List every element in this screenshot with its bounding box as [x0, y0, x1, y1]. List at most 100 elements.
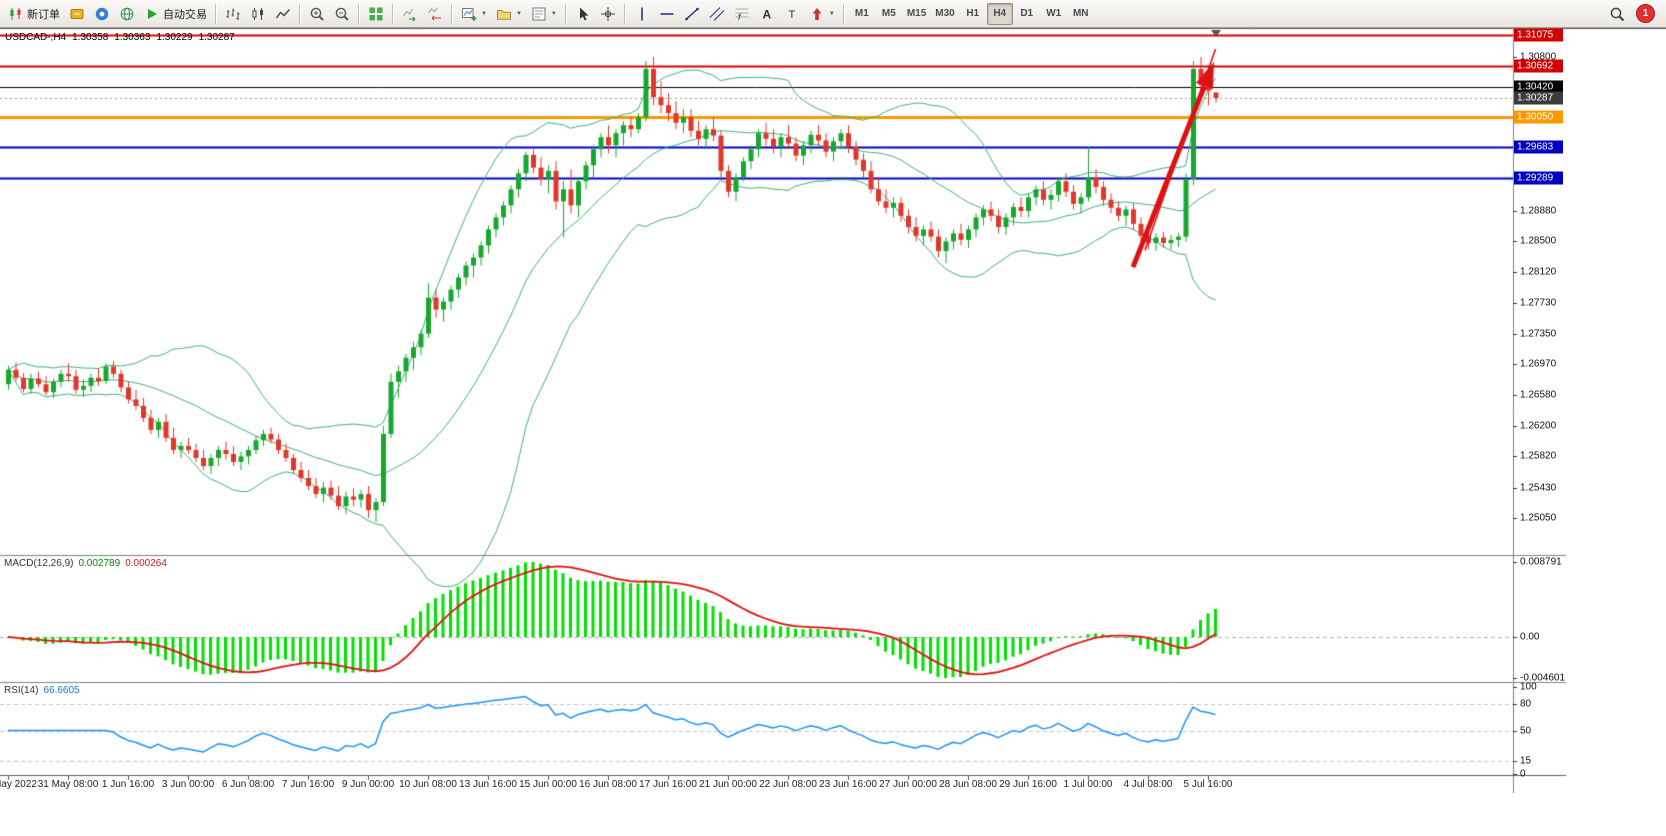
panel-separator-macd[interactable]	[0, 553, 1566, 558]
arrows-icon	[809, 6, 825, 22]
svg-text:T: T	[788, 9, 795, 21]
new-order-icon	[8, 6, 24, 22]
price-tick-label: 1.25050	[1520, 512, 1557, 524]
toolbar-button-new-chart[interactable]: ▼	[457, 3, 491, 25]
crosshair-icon	[600, 6, 616, 22]
toolbar-button-new-order[interactable]: 新订单	[4, 3, 64, 25]
toolbar-button-auto-scroll[interactable]	[398, 3, 422, 25]
toolbar-button-zoom-out[interactable]	[330, 3, 354, 25]
toolbar-button-trendline[interactable]	[680, 3, 704, 25]
time-tick-label: 15 Jun 00:00	[519, 779, 577, 790]
toolbar-button-market[interactable]	[65, 3, 89, 25]
panel-separator-rsi[interactable]	[0, 680, 1566, 685]
toolbar-button-zoom-in[interactable]	[305, 3, 329, 25]
price-tick-label: 1.26580	[1520, 389, 1557, 401]
fibo-icon: f	[734, 6, 750, 22]
toolbar-button-website[interactable]	[115, 3, 139, 25]
templates-icon	[531, 6, 547, 22]
toolbar-button-equidistant-channel[interactable]	[705, 3, 729, 25]
time-tick-label: 23 Jun 16:00	[819, 779, 877, 790]
macd-signal-value: 0.000264	[125, 558, 167, 569]
time-tick-label: 21 Jun 00:00	[699, 779, 757, 790]
toolbar-button-fibonacci-retracement[interactable]: f	[730, 3, 754, 25]
toolbar-button-timeframe-M5[interactable]: M5	[881, 8, 896, 19]
tile-icon	[368, 6, 384, 22]
notification-badge[interactable]: 1	[1636, 4, 1655, 23]
toolbar-button-timeframe-D1[interactable]: D1	[1020, 8, 1034, 19]
time-tick-label: 17 Jun 16:00	[639, 779, 697, 790]
cursor-icon	[575, 6, 591, 22]
time-tick-label: 6 Jun 08:00	[221, 779, 275, 790]
toolbar-button-text-label[interactable]: T	[780, 3, 804, 25]
price-line-tag: 1.30692	[1514, 59, 1563, 73]
toolbar-button-candle-chart-mode[interactable]	[246, 3, 270, 25]
toolbar-button-text[interactable]: A	[755, 3, 779, 25]
toolbar-button-line-chart-mode[interactable]	[271, 3, 295, 25]
toolbar-button-community[interactable]	[90, 3, 114, 25]
dropdown-arrow-icon: ▼	[828, 10, 835, 17]
toolbar-button-templates[interactable]: ▼	[527, 3, 561, 25]
toolbar-button-bar-chart-mode[interactable]	[221, 3, 245, 25]
price-tick-label: 1.27730	[1520, 297, 1557, 309]
profiles-icon	[496, 6, 512, 22]
price-axis[interactable]: 1.30800 1.28880 1.28500 1.28120 1.27730 1.273…	[1513, 28, 1663, 788]
community-icon	[94, 6, 110, 22]
toolbar-button-cursor[interactable]	[571, 3, 595, 25]
toolbar-button-arrows[interactable]: ▼	[805, 3, 839, 25]
macd-name: MACD(12,26,9)	[4, 558, 74, 569]
toolbar-button-profiles[interactable]: ▼	[492, 3, 526, 25]
toolbar-separator	[299, 3, 301, 24]
toolbar-separator	[623, 3, 626, 24]
toolbar-button-crosshair[interactable]	[596, 3, 620, 25]
toolbar-button-tile-windows[interactable]	[364, 3, 388, 25]
time-tick-label: 13 Jun 16:00	[459, 779, 517, 790]
time-tick-label: 1 Jun 16:00	[101, 779, 155, 790]
text-icon: A	[759, 6, 775, 22]
toolbar-right: 1	[1605, 3, 1662, 25]
candles-icon	[250, 6, 266, 22]
bid-price-tag: 1.30287	[1514, 91, 1563, 105]
macd-main-value: 0.002789	[78, 558, 121, 569]
linechart-icon	[275, 6, 291, 22]
bars-icon	[225, 6, 241, 22]
time-tick-label: 5 Jul 16:00	[1183, 779, 1233, 790]
label-icon: T	[784, 6, 800, 22]
toolbar-separator	[215, 3, 217, 24]
toolbar-button-vertical-line[interactable]	[630, 3, 654, 25]
rsi-scale-label: 100	[1520, 681, 1537, 693]
time-tick-label: 4 Jul 08:00	[1123, 779, 1173, 790]
time-tick-label: 10 Jun 08:00	[399, 779, 457, 790]
toolbar-button-label: 新订单	[27, 8, 60, 21]
macd-indicator-label: MACD(12,26,9) 0.002789 0.000264	[4, 558, 172, 569]
toolbar-button-timeframe-H4[interactable]: H4	[986, 2, 1013, 25]
time-tick-label: 27 Jun 00:00	[879, 779, 937, 790]
toolbar-button-timeframe-MN[interactable]: MN	[1072, 8, 1089, 19]
macd-scale-label: 0.00	[1520, 631, 1540, 643]
price-tick-label: 1.25820	[1520, 450, 1557, 462]
toolbar-button-timeframe-M1[interactable]: M1	[854, 8, 869, 19]
toolbar-button-timeframe-H1[interactable]: H1	[966, 8, 980, 19]
toolbar-button-group: 新订单 自动交易 ▼ ▼ ▼ f A T ▼ M1 M5 M15 M30 H1 H4 D1 W1 MN	[4, 2, 1094, 25]
toolbar-button-auto-trading[interactable]: 自动交易	[140, 3, 211, 25]
rsi-scale-label: 15	[1520, 755, 1532, 767]
rsi-name: RSI(14)	[4, 685, 39, 696]
rsi-indicator-label: RSI(14) 66.6605	[4, 685, 85, 696]
time-tick-label: 7 Jun 16:00	[281, 779, 335, 790]
rsi-scale-label: 0	[1520, 768, 1526, 780]
toolbar-button-chart-shift[interactable]	[423, 3, 447, 25]
zoom-in-icon	[309, 6, 325, 22]
toolbar-button-horizontal-line[interactable]	[655, 3, 679, 25]
svg-text:A: A	[762, 7, 771, 21]
toolbar-button-timeframe-W1[interactable]: W1	[1046, 8, 1062, 19]
toolbar-button-timeframe-M30[interactable]: M30	[935, 8, 955, 19]
time-tick-label: 28 Jun 08:00	[939, 779, 997, 790]
time-tick-label: 9 Jun 00:00	[341, 779, 395, 790]
toolbar-button-timeframe-M15[interactable]: M15	[906, 8, 927, 19]
toolbar-separator	[564, 3, 567, 24]
search-button[interactable]	[1605, 3, 1629, 25]
ohlc-close: 1.30287	[198, 32, 235, 43]
price-line-tag: 1.30420	[1514, 80, 1563, 94]
